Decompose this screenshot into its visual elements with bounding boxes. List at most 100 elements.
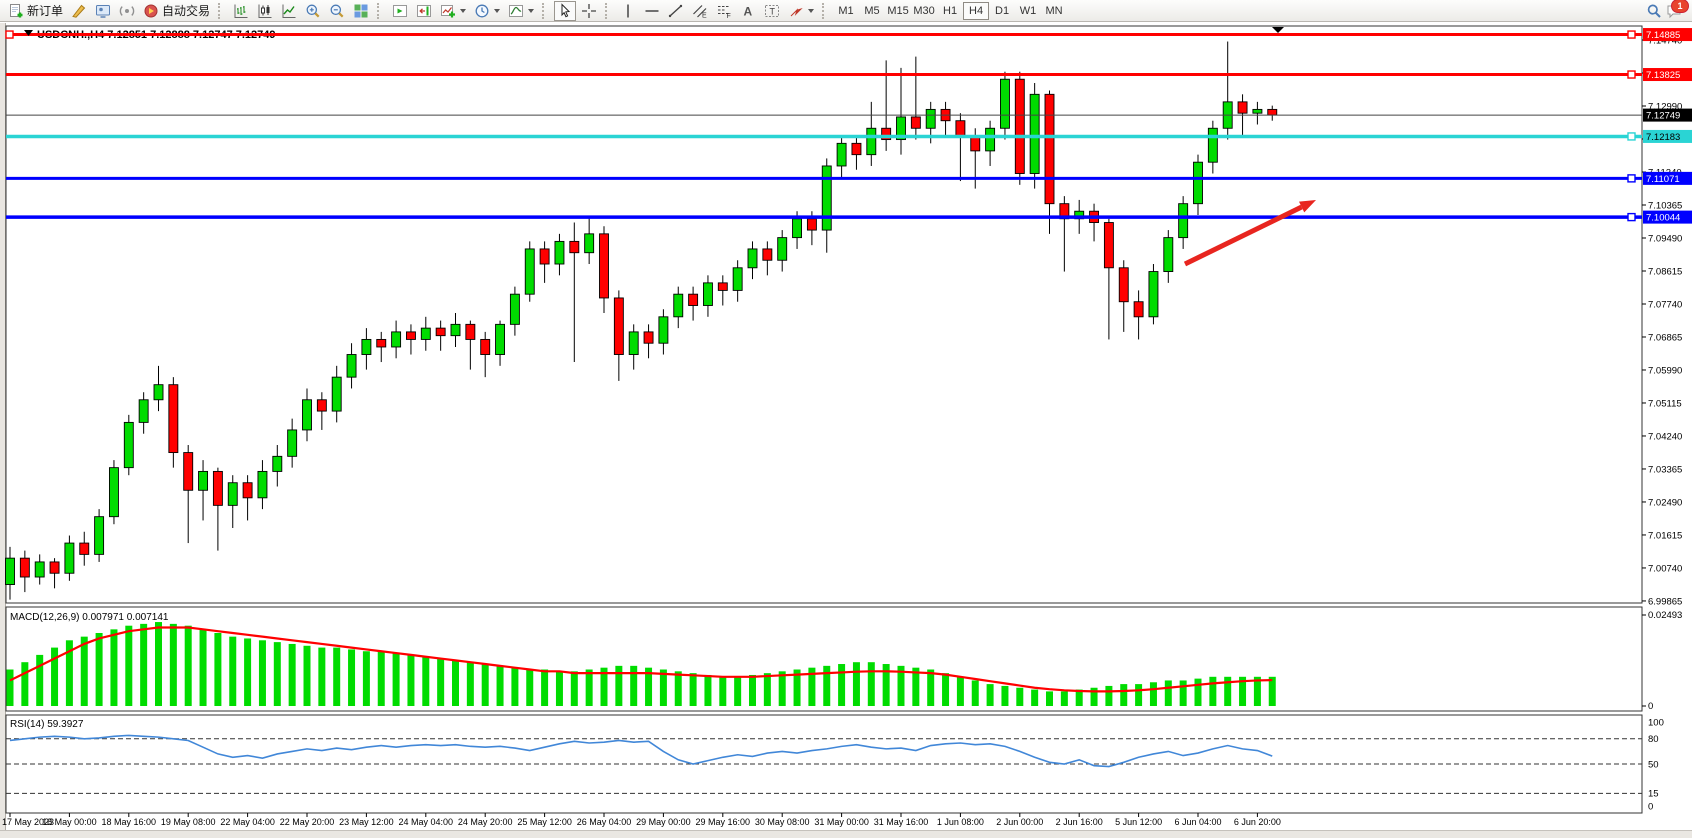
metaeditor-button[interactable] bbox=[68, 1, 90, 21]
timeframe-button-W1[interactable]: W1 bbox=[1015, 2, 1041, 20]
line-handle[interactable] bbox=[5, 30, 14, 39]
zoom-in-icon bbox=[306, 4, 320, 17]
equidistant-channel-icon: E bbox=[693, 4, 707, 19]
line-handle[interactable] bbox=[1627, 70, 1636, 79]
auto-scroll-button[interactable] bbox=[389, 1, 411, 21]
line-handle[interactable] bbox=[1627, 212, 1636, 222]
svg-text:A: A bbox=[744, 4, 753, 18]
svg-text:7.12749: 7.12749 bbox=[1646, 111, 1680, 122]
template-icon bbox=[509, 4, 524, 17]
signals-button[interactable] bbox=[116, 1, 138, 21]
svg-text:0: 0 bbox=[1648, 801, 1653, 812]
chart-shift-marker[interactable] bbox=[1272, 27, 1284, 33]
svg-text:19 May 08:00: 19 May 08:00 bbox=[161, 817, 216, 827]
chart-window[interactable]: 7.147407.138657.129907.121157.112407.103… bbox=[0, 23, 1692, 838]
text-a-icon: A bbox=[744, 4, 753, 18]
timeframe-button-MN[interactable]: MN bbox=[1041, 2, 1067, 20]
new-order-button[interactable]: 新订单 bbox=[5, 1, 66, 21]
channel-button[interactable]: E bbox=[689, 1, 711, 21]
svg-text:6 Jun 04:00: 6 Jun 04:00 bbox=[1174, 817, 1221, 827]
horizontal-line-icon bbox=[645, 9, 659, 12]
candlestick-button[interactable] bbox=[254, 1, 276, 21]
notifications-button[interactable]: 1 bbox=[1666, 0, 1689, 19]
text-button[interactable]: A bbox=[737, 1, 759, 21]
timeframe-button-M1[interactable]: M1 bbox=[833, 2, 859, 20]
svg-text:100: 100 bbox=[1648, 717, 1664, 728]
search-button[interactable] bbox=[1643, 1, 1665, 21]
periods-button[interactable] bbox=[471, 1, 503, 21]
svg-text:7.03365: 7.03365 bbox=[1648, 464, 1682, 475]
chart-objects-layer: 7.14885 7.13825 7.12183 7.11071 7.10044 7.127… bbox=[5, 27, 1692, 267]
line-chart-button[interactable] bbox=[278, 1, 300, 21]
bar-chart-button[interactable] bbox=[230, 1, 252, 21]
indicators-button[interactable] bbox=[437, 1, 469, 21]
toolbar-grip bbox=[218, 2, 225, 19]
line-handle[interactable] bbox=[1627, 174, 1636, 183]
line-handle[interactable] bbox=[1627, 132, 1636, 141]
shapes-button[interactable] bbox=[785, 1, 817, 21]
svg-text:7.10044: 7.10044 bbox=[1646, 213, 1680, 224]
trendline-button[interactable] bbox=[665, 1, 687, 21]
fibonacci-button[interactable]: F bbox=[713, 1, 735, 21]
timeframe-button-D1[interactable]: D1 bbox=[989, 2, 1015, 20]
svg-text:0.02493: 0.02493 bbox=[1648, 610, 1682, 621]
rsi-line bbox=[9, 734, 1273, 768]
dropdown-caret bbox=[808, 8, 815, 13]
cursor-button[interactable] bbox=[554, 0, 577, 21]
timeframe-button-M15[interactable]: M15 bbox=[885, 2, 911, 20]
auto-trading-icon bbox=[144, 4, 158, 17]
notification-badge: 1 bbox=[1671, 0, 1689, 13]
templates-button[interactable] bbox=[505, 1, 537, 21]
toolbar: 新订单 自动交易 bbox=[0, 0, 1692, 22]
macd-indicator-label: MACD(12,26,9) 0.007971 0.007141 bbox=[10, 612, 169, 623]
auto-scroll-icon bbox=[393, 4, 408, 17]
tile-windows-button[interactable] bbox=[350, 1, 372, 21]
line-chart-icon bbox=[282, 4, 296, 18]
svg-text:7.05990: 7.05990 bbox=[1648, 365, 1682, 376]
svg-text:24 May 20:00: 24 May 20:00 bbox=[458, 817, 513, 827]
cursor-icon bbox=[561, 2, 571, 17]
search-icon bbox=[1647, 4, 1661, 18]
horizontal-line-button[interactable] bbox=[641, 1, 663, 21]
new-order-icon bbox=[10, 3, 23, 17]
fibonacci-icon: F bbox=[718, 5, 731, 19]
timeframe-button-H4[interactable]: H4 bbox=[963, 1, 990, 20]
text-label-button[interactable]: T bbox=[761, 1, 783, 21]
vertical-line-button[interactable] bbox=[617, 1, 639, 21]
zoom-in-button[interactable] bbox=[302, 1, 324, 21]
svg-text:6 Jun 20:00: 6 Jun 20:00 bbox=[1234, 817, 1281, 827]
svg-text:7.07740: 7.07740 bbox=[1648, 299, 1682, 310]
svg-text:7.02490: 7.02490 bbox=[1648, 497, 1682, 508]
timeframe-button-M5[interactable]: M5 bbox=[859, 2, 885, 20]
crosshair-button[interactable] bbox=[578, 1, 600, 21]
chart-canvas[interactable]: 7.147407.138657.129907.121157.112407.103… bbox=[0, 23, 1692, 838]
auto-trading-label: 自动交易 bbox=[162, 4, 211, 18]
svg-text:7.11071: 7.11071 bbox=[1646, 174, 1680, 185]
svg-text:7.05115: 7.05115 bbox=[1648, 398, 1682, 409]
svg-text:7.06865: 7.06865 bbox=[1648, 332, 1682, 343]
svg-text:7.04240: 7.04240 bbox=[1648, 431, 1682, 442]
timeframe-button-M30[interactable]: M30 bbox=[911, 2, 937, 20]
svg-text:7.01615: 7.01615 bbox=[1648, 530, 1682, 541]
price-tag bbox=[1643, 68, 1692, 82]
price-tag bbox=[1643, 108, 1692, 122]
zoom-out-icon bbox=[330, 4, 344, 17]
svg-text:1 Jun 08:00: 1 Jun 08:00 bbox=[937, 817, 984, 827]
market-button[interactable] bbox=[92, 1, 114, 21]
svg-text:5 Jun 12:00: 5 Jun 12:00 bbox=[1115, 817, 1162, 827]
arrow-shape-icon bbox=[790, 7, 803, 16]
auto-trading-button[interactable]: 自动交易 bbox=[140, 1, 213, 21]
toolbar-grip bbox=[605, 2, 612, 19]
line-handle[interactable] bbox=[1627, 30, 1636, 39]
timeframe-button-H1[interactable]: H1 bbox=[937, 2, 963, 20]
timeframe-bar: M1 M5 M15 M30 H1 H4 D1 W1 MN bbox=[833, 1, 1067, 20]
dropdown-caret bbox=[460, 8, 467, 13]
price-tag bbox=[1643, 210, 1692, 224]
chart-shift-button[interactable] bbox=[413, 1, 435, 21]
svg-text:0: 0 bbox=[1648, 701, 1653, 712]
text-label-icon: T bbox=[765, 4, 780, 17]
svg-text:7.08615: 7.08615 bbox=[1648, 266, 1682, 277]
zoom-out-button[interactable] bbox=[326, 1, 348, 21]
annotation-arrow[interactable] bbox=[1183, 204, 1303, 267]
svg-text:7.10365: 7.10365 bbox=[1648, 200, 1682, 211]
